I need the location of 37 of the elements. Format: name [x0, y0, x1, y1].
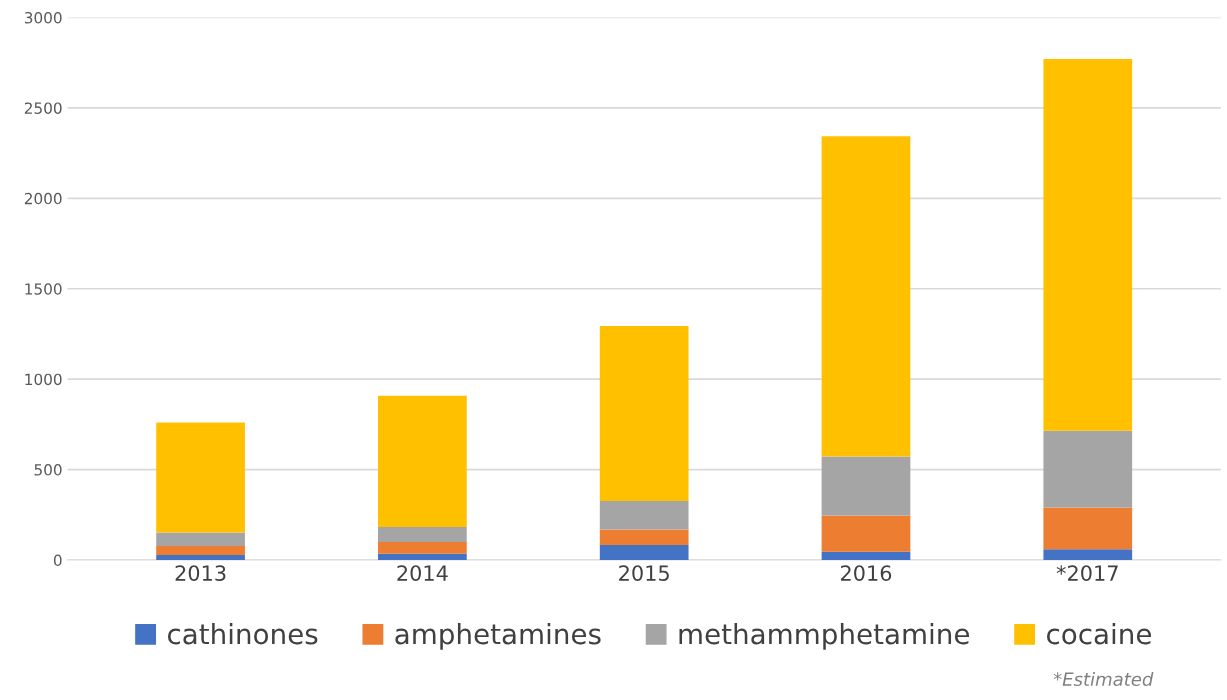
bar — [821, 515, 911, 552]
x-tick-label: 2015 — [619, 565, 669, 581]
x-tick-label: 2014 — [397, 565, 448, 581]
bar — [1043, 507, 1133, 550]
x-tick-label: 2016 — [841, 565, 892, 581]
bar — [821, 551, 911, 560]
bar — [599, 529, 689, 545]
bar — [378, 541, 467, 554]
x-tick-label: *2017 — [1056, 565, 1118, 581]
y-tick-label: 2000 — [24, 192, 62, 205]
legend-label: amphetamines — [395, 622, 601, 650]
y-tick-label: 500 — [34, 464, 62, 476]
bar — [1043, 430, 1133, 508]
legend-label: methammphetamine — [679, 622, 970, 650]
bar — [1043, 549, 1133, 560]
legend-label: cocaine — [1047, 622, 1151, 645]
text: *Estimated — [1053, 672, 1154, 686]
bar — [599, 326, 689, 502]
bar — [156, 422, 245, 533]
y-tick-label: 2500 — [24, 102, 62, 114]
bar — [378, 553, 467, 560]
y-tick-label: 0 — [53, 554, 62, 567]
bar — [599, 501, 689, 530]
y-tick-label: 1500 — [25, 283, 62, 295]
legend-label: cathinones — [167, 622, 318, 645]
bar — [821, 136, 911, 457]
bar — [599, 544, 689, 560]
y-tick-label: 3000 — [24, 11, 62, 24]
x-tick-label: 2013 — [175, 565, 226, 581]
bar — [1043, 59, 1133, 431]
bar — [156, 554, 245, 560]
bar — [156, 532, 245, 546]
y-tick-label: 1000 — [25, 373, 62, 386]
bar — [378, 395, 467, 527]
bar — [821, 456, 911, 516]
bar — [156, 545, 245, 555]
bar — [378, 526, 467, 542]
